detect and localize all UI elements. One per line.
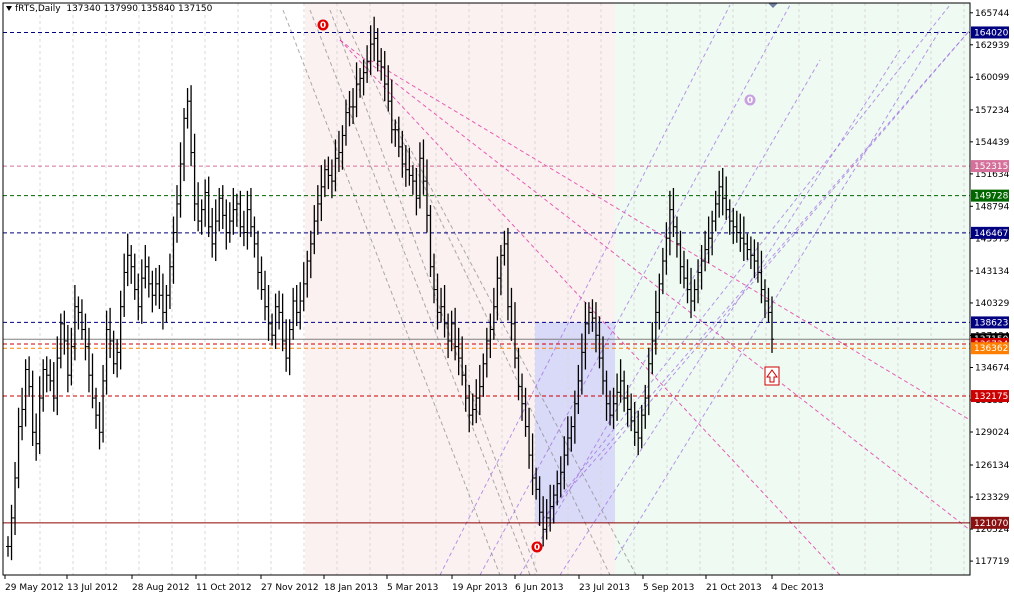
x-tick-label-6: 5 Mar 2013 bbox=[387, 583, 438, 593]
x-tick-label-4: 27 Nov 2012 bbox=[261, 583, 319, 593]
level-box-label: 164020 bbox=[974, 28, 1009, 38]
symbol-label: fRTS,Daily bbox=[15, 4, 61, 14]
y-tick-label-11: 134674 bbox=[975, 364, 1010, 374]
trend-line-10 bbox=[479, 4, 791, 576]
level-box-label: 136362 bbox=[974, 344, 1008, 354]
level-price-box-2: 149728 bbox=[971, 189, 1009, 202]
level-price-box-4: 138623 bbox=[971, 316, 1009, 329]
trend-line-2 bbox=[339, 9, 611, 576]
y-tick-label-3: 157234 bbox=[975, 106, 1010, 116]
level-box-bg bbox=[971, 342, 1009, 355]
level-price-box-8: 132175 bbox=[971, 390, 1009, 403]
swing-marker-circle bbox=[744, 94, 756, 106]
price-bar-217 bbox=[770, 296, 774, 353]
level-price-box-1: 152315 bbox=[971, 160, 1009, 173]
x-tick-label-5: 18 Jan 2013 bbox=[324, 583, 378, 593]
trend-line-8 bbox=[537, 29, 971, 526]
menu-triangle-icon[interactable] bbox=[6, 6, 12, 11]
level-box-label: 121070 bbox=[974, 519, 1009, 529]
trend-line-1 bbox=[309, 9, 531, 576]
trend-line-13 bbox=[519, 59, 821, 576]
swing-marker-label: 0 bbox=[534, 543, 540, 553]
swing-marker-label: 0 bbox=[320, 21, 326, 31]
y-tick-label-7: 145979 bbox=[975, 234, 1010, 244]
y-tick-label-2: 160099 bbox=[975, 73, 1010, 83]
swing-marker-2: 0 bbox=[744, 94, 756, 106]
trend-line-7 bbox=[369, 59, 971, 421]
x-tick-label-8: 6 Jun 2013 bbox=[515, 583, 563, 593]
trend-line-12 bbox=[599, 29, 971, 461]
swing-marker-0: 0 bbox=[317, 19, 329, 31]
y-tick-label-5: 151634 bbox=[975, 170, 1010, 180]
level-box-label: 152315 bbox=[974, 162, 1008, 172]
up-arrow-icon bbox=[764, 366, 780, 386]
x-tick-label-7: 19 Apr 2013 bbox=[452, 583, 508, 593]
top-scroll-marker bbox=[768, 3, 778, 8]
y-tick-label-14: 126134 bbox=[975, 461, 1010, 471]
level-box-bg bbox=[971, 516, 1009, 529]
swing-marker-circle bbox=[531, 541, 543, 553]
trend-line-6 bbox=[339, 39, 841, 576]
y-tick-label-15: 123329 bbox=[975, 493, 1010, 503]
y-tick-label-0: 165744 bbox=[975, 9, 1010, 19]
x-tick-label-3: 11 Oct 2012 bbox=[196, 583, 252, 593]
plot-frame bbox=[2, 2, 971, 576]
x-tick-label-2: 28 Aug 2012 bbox=[132, 583, 190, 593]
level-price-box-9: 121070 bbox=[971, 516, 1009, 529]
level-price-box-3: 146467 bbox=[971, 226, 1009, 239]
y-tick-label-1: 162939 bbox=[975, 41, 1010, 51]
level-box-bg bbox=[971, 189, 1009, 202]
up-arrow-shape bbox=[766, 369, 778, 383]
trend-line-0 bbox=[282, 9, 501, 576]
level-box-bg bbox=[971, 26, 1009, 39]
y-tick-label-4: 154439 bbox=[975, 138, 1010, 148]
trend-line-14 bbox=[559, 49, 901, 576]
level-box-label: 146467 bbox=[974, 229, 1008, 239]
trend-line-3 bbox=[394, 119, 637, 576]
trend-line-9 bbox=[537, 4, 951, 526]
x-tick-label-11: 21 Oct 2013 bbox=[706, 583, 762, 593]
level-box-label: 132175 bbox=[974, 392, 1008, 402]
ohlc-readout: 137340 137990 135840 137150 bbox=[66, 4, 213, 14]
level-box-bg bbox=[971, 390, 1009, 403]
level-box-bg bbox=[971, 160, 1009, 173]
y-tick-label-17: 117719 bbox=[975, 557, 1010, 567]
x-tick-label-12: 4 Dec 2013 bbox=[772, 583, 824, 593]
chart-header: fRTS,Daily 137340 137990 135840 137150 bbox=[6, 4, 212, 14]
y-tick-label-8: 143134 bbox=[975, 267, 1010, 277]
swing-marker-circle bbox=[317, 19, 329, 31]
level-box-bg bbox=[971, 316, 1009, 329]
x-tick-label-10: 5 Sep 2013 bbox=[643, 583, 694, 593]
swing-marker-label: 0 bbox=[747, 96, 753, 106]
swing-marker-1: 0 bbox=[531, 541, 543, 553]
y-tick-label-6: 148794 bbox=[975, 202, 1010, 212]
trend-line-15 bbox=[614, 29, 941, 561]
trend-line-5 bbox=[339, 39, 971, 531]
y-tick-label-16: 120524 bbox=[975, 525, 1010, 535]
up-arrow-box bbox=[764, 366, 780, 386]
trend-line-11 bbox=[439, 4, 731, 576]
x-tick-label-0: 29 May 2012 bbox=[5, 583, 64, 593]
level-box-bg bbox=[971, 226, 1009, 239]
y-tick-label-9: 140329 bbox=[975, 299, 1010, 309]
level-price-box-0: 164020 bbox=[971, 26, 1009, 39]
level-price-box-7: 136362 bbox=[971, 342, 1009, 355]
y-tick-label-13: 129024 bbox=[975, 428, 1010, 438]
x-tick-label-1: 13 Jul 2012 bbox=[67, 583, 118, 593]
x-tick-label-9: 23 Jul 2013 bbox=[579, 583, 630, 593]
level-box-label: 138623 bbox=[974, 318, 1008, 328]
level-box-label: 149728 bbox=[974, 192, 1009, 202]
